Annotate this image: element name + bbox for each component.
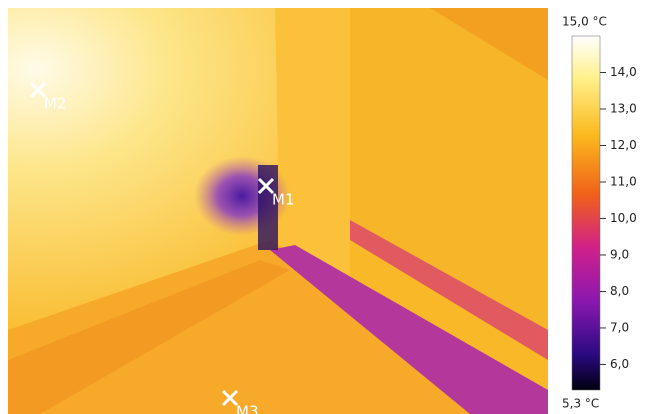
tick-label: 11,0: [610, 174, 637, 188]
tick-label: 12,0: [610, 138, 637, 152]
tick-label: 7,0: [610, 320, 629, 334]
scale-max-label: 15,0 °C: [562, 15, 607, 29]
thermal-image: [8, 8, 548, 414]
tick-label: 6,0: [610, 357, 629, 371]
tick-label: 13,0: [610, 101, 637, 115]
tick-label: 9,0: [610, 247, 629, 261]
tick-label: 8,0: [610, 284, 629, 298]
color-scale: [572, 36, 600, 390]
marker-label: M3: [236, 403, 259, 414]
marker-label: M1: [272, 191, 295, 209]
scale-min-label: 5,3 °C: [562, 397, 599, 411]
tick-label: 10,0: [610, 211, 637, 225]
marker-label: M2: [44, 95, 67, 113]
tick-label: 14,0: [610, 65, 637, 79]
thermal-screen: M1 M2 M3 15,0 °C 5,3 °C 14,0 13,0 12,0 11,0 10…: [0, 0, 656, 414]
